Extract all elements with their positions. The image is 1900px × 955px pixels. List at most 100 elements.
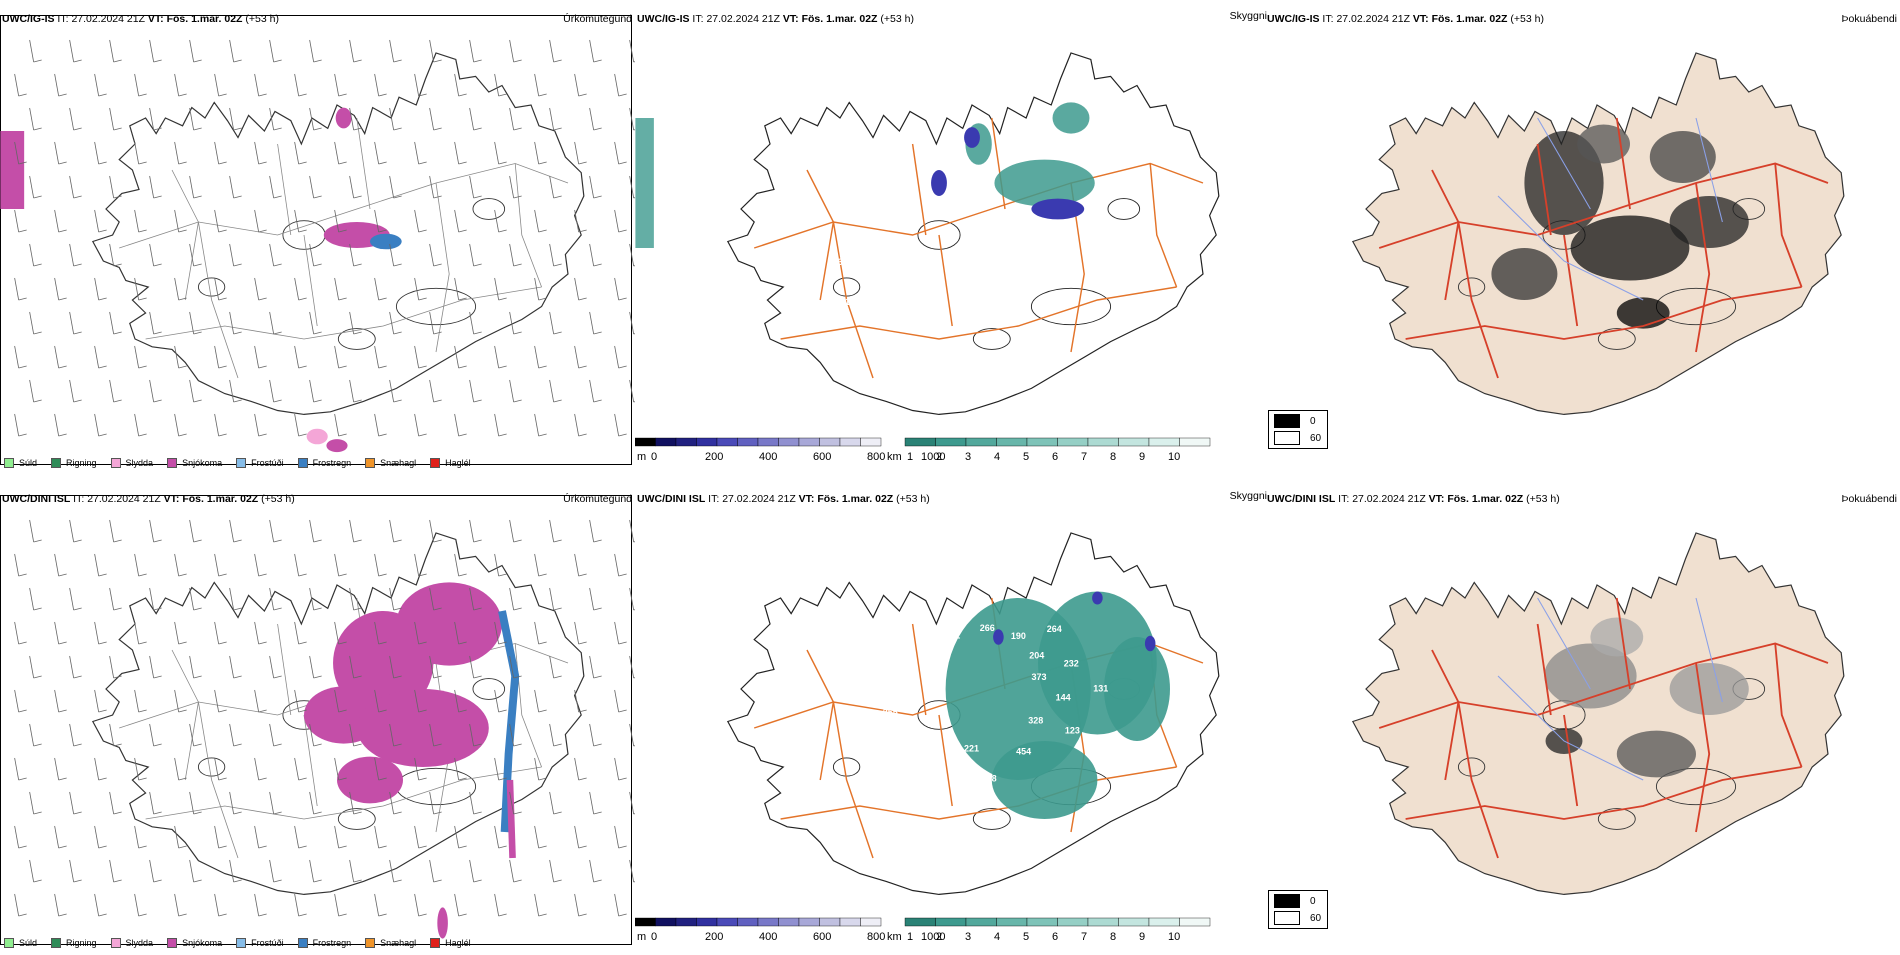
wind-barb — [494, 621, 507, 645]
scale-swatch — [996, 917, 1028, 927]
iceland-outline — [726, 532, 1220, 895]
scale-tick: 2 — [936, 931, 942, 943]
wind-barb — [134, 345, 147, 369]
wind-barb — [29, 791, 42, 815]
river — [1537, 597, 1591, 690]
fog-legend-swatch — [1274, 431, 1300, 445]
river — [1695, 117, 1723, 223]
scale-swatch — [716, 437, 738, 447]
wind-barb — [269, 859, 282, 883]
wind-barb — [229, 175, 242, 199]
wind-barb — [309, 723, 322, 747]
panel-title: Úrkomutegund — [563, 13, 632, 25]
legend-label: Rigning — [66, 458, 97, 468]
visibility-label: 123 — [1065, 725, 1080, 735]
wind-barb — [29, 519, 42, 543]
legend-item: Frostregn — [297, 458, 351, 468]
weather-area — [337, 756, 403, 804]
weather-area — [635, 118, 654, 248]
wind-barb — [109, 243, 122, 267]
wind-barb — [389, 791, 402, 815]
wind-barb — [629, 175, 635, 199]
wind-barb — [229, 587, 242, 611]
wind-barb — [214, 141, 227, 165]
scale-swatch — [904, 437, 936, 447]
scale-unit-m: m — [637, 451, 646, 463]
wind-barb — [54, 621, 67, 645]
glacier-outline — [1597, 808, 1636, 830]
wind-barb — [534, 277, 547, 301]
wind-barb — [614, 141, 627, 165]
wind-barb — [629, 519, 635, 543]
precip-type-panel: UWC/DINI ISL IT: 27.02.2024 21Z VT: Fös.… — [0, 480, 635, 955]
scale-swatch — [655, 437, 677, 447]
wind-barb — [229, 723, 242, 747]
wind-barb — [29, 243, 42, 267]
glacier-outline — [197, 277, 226, 297]
scale-swatch — [675, 437, 697, 447]
wind-barb — [309, 175, 322, 199]
wind-barb — [589, 587, 602, 611]
wind-barb — [374, 277, 387, 301]
visibility-label: 454 — [1016, 747, 1031, 757]
visibility-label: 461 — [925, 719, 940, 729]
legend-label: Slydda — [125, 458, 154, 468]
wind-barb — [294, 757, 307, 781]
wind-barb — [574, 141, 587, 165]
weather-area — [0, 131, 25, 209]
wind-barb — [429, 723, 442, 747]
road — [1536, 623, 1552, 716]
weather-area — [1491, 248, 1558, 300]
wind-barb — [574, 553, 587, 577]
legend-swatch — [51, 938, 62, 948]
weather-area — [1052, 102, 1090, 134]
road — [938, 714, 953, 807]
wind-barb — [589, 175, 602, 199]
scale-tick: 200 — [705, 451, 723, 463]
wind-barb — [149, 175, 162, 199]
wind-barb — [149, 243, 162, 267]
wind-barb — [629, 723, 635, 747]
glacier-outline — [337, 328, 376, 350]
wind-barb — [629, 791, 635, 815]
weather-area — [994, 159, 1095, 207]
wind-barb — [589, 723, 602, 747]
scale-swatch — [1026, 437, 1058, 447]
visibility-label: 14 — [845, 297, 855, 307]
wind-barb — [174, 209, 187, 233]
wind-barb — [269, 311, 282, 335]
wind-barb — [614, 893, 627, 917]
wind-barb — [214, 277, 227, 301]
wind-barb — [309, 39, 322, 63]
scale-swatch — [1118, 437, 1150, 447]
visibility-panel: UWC/DINI ISL IT: 27.02.2024 21Z VT: Fös.… — [635, 480, 1270, 955]
legend-item: Súld — [4, 938, 37, 948]
wind-barb — [334, 825, 347, 849]
coastline — [726, 52, 1220, 415]
wind-barb — [334, 345, 347, 369]
wind-barb — [189, 655, 202, 679]
wind-barb — [134, 413, 147, 437]
legend-swatch — [365, 938, 376, 948]
scale-tick: 4 — [994, 451, 1000, 463]
wind-barb — [294, 73, 307, 97]
wind-barb — [109, 311, 122, 335]
wind-barb — [534, 621, 547, 645]
scale-swatch — [716, 917, 738, 927]
wind-barb — [454, 757, 467, 781]
scale-swatch — [635, 917, 656, 927]
wind-barb — [254, 209, 267, 233]
wind-barb — [254, 345, 267, 369]
wind-barb — [549, 175, 562, 199]
panel-title: Úrkomutegund — [563, 493, 632, 505]
wind-barb — [134, 141, 147, 165]
wind-barb — [614, 553, 627, 577]
fog-map — [1351, 532, 1845, 895]
wind-barb — [334, 141, 347, 165]
scale-swatch — [819, 917, 841, 927]
wind-barb — [414, 825, 427, 849]
legend-label: Haglél — [445, 458, 471, 468]
wind-barb — [549, 587, 562, 611]
wind-barb — [334, 413, 347, 437]
legend-item: Frostúði — [236, 458, 284, 468]
